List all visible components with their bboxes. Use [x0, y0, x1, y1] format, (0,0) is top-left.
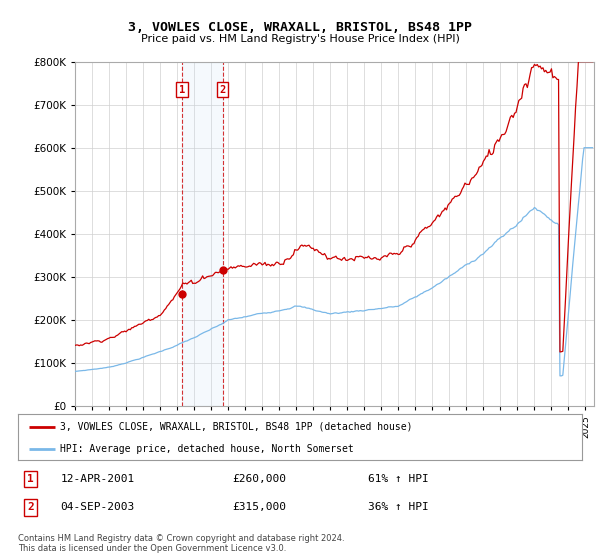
- Text: HPI: Average price, detached house, North Somerset: HPI: Average price, detached house, Nort…: [60, 444, 354, 454]
- Text: Price paid vs. HM Land Registry's House Price Index (HPI): Price paid vs. HM Land Registry's House …: [140, 34, 460, 44]
- Text: 2: 2: [27, 502, 34, 512]
- Text: 1: 1: [179, 85, 185, 95]
- Text: 61% ↑ HPI: 61% ↑ HPI: [368, 474, 428, 484]
- Text: 36% ↑ HPI: 36% ↑ HPI: [368, 502, 428, 512]
- Text: 04-SEP-2003: 04-SEP-2003: [60, 502, 134, 512]
- Text: Contains HM Land Registry data © Crown copyright and database right 2024.: Contains HM Land Registry data © Crown c…: [18, 534, 344, 543]
- Text: This data is licensed under the Open Government Licence v3.0.: This data is licensed under the Open Gov…: [18, 544, 286, 553]
- Text: 3, VOWLES CLOSE, WRAXALL, BRISTOL, BS48 1PP: 3, VOWLES CLOSE, WRAXALL, BRISTOL, BS48 …: [128, 21, 472, 34]
- Text: 12-APR-2001: 12-APR-2001: [60, 474, 134, 484]
- Text: 2: 2: [220, 85, 226, 95]
- Text: 1: 1: [27, 474, 34, 484]
- Text: 3, VOWLES CLOSE, WRAXALL, BRISTOL, BS48 1PP (detached house): 3, VOWLES CLOSE, WRAXALL, BRISTOL, BS48 …: [60, 422, 413, 432]
- Text: £260,000: £260,000: [232, 474, 286, 484]
- Bar: [182, 62, 223, 406]
- Text: £315,000: £315,000: [232, 502, 286, 512]
